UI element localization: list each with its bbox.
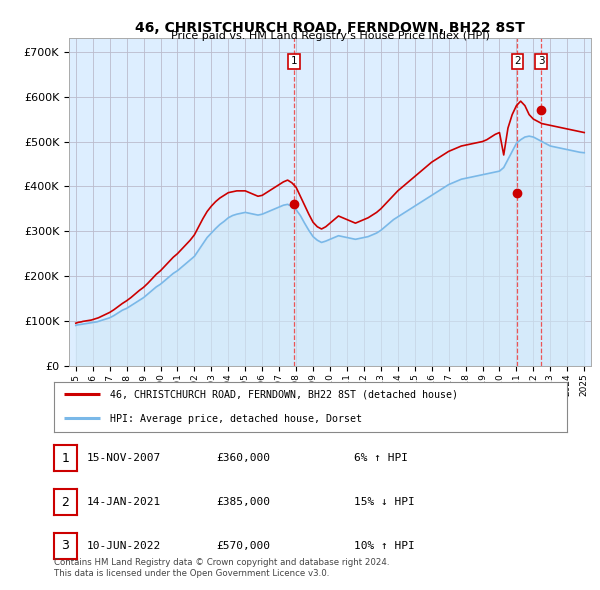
Text: 10% ↑ HPI: 10% ↑ HPI <box>354 541 415 550</box>
Text: 46, CHRISTCHURCH ROAD, FERNDOWN, BH22 8ST: 46, CHRISTCHURCH ROAD, FERNDOWN, BH22 8S… <box>135 21 525 35</box>
Text: £360,000: £360,000 <box>216 454 270 463</box>
Text: £570,000: £570,000 <box>216 541 270 550</box>
Text: 3: 3 <box>538 56 544 66</box>
Text: 46, CHRISTCHURCH ROAD, FERNDOWN, BH22 8ST (detached house): 46, CHRISTCHURCH ROAD, FERNDOWN, BH22 8S… <box>110 390 458 400</box>
Text: 14-JAN-2021: 14-JAN-2021 <box>87 497 161 507</box>
Text: 6% ↑ HPI: 6% ↑ HPI <box>354 454 408 463</box>
Text: 1: 1 <box>291 56 298 66</box>
Text: £385,000: £385,000 <box>216 497 270 507</box>
Text: HPI: Average price, detached house, Dorset: HPI: Average price, detached house, Dors… <box>110 414 362 424</box>
Text: 2: 2 <box>61 496 70 509</box>
Text: 15% ↓ HPI: 15% ↓ HPI <box>354 497 415 507</box>
Text: 3: 3 <box>61 539 70 552</box>
Text: 10-JUN-2022: 10-JUN-2022 <box>87 541 161 550</box>
Text: Price paid vs. HM Land Registry's House Price Index (HPI): Price paid vs. HM Land Registry's House … <box>170 31 490 41</box>
Text: 15-NOV-2007: 15-NOV-2007 <box>87 454 161 463</box>
Text: This data is licensed under the Open Government Licence v3.0.: This data is licensed under the Open Gov… <box>54 569 329 578</box>
Text: 1: 1 <box>61 452 70 465</box>
Text: 2: 2 <box>514 56 520 66</box>
Text: Contains HM Land Registry data © Crown copyright and database right 2024.: Contains HM Land Registry data © Crown c… <box>54 558 389 567</box>
